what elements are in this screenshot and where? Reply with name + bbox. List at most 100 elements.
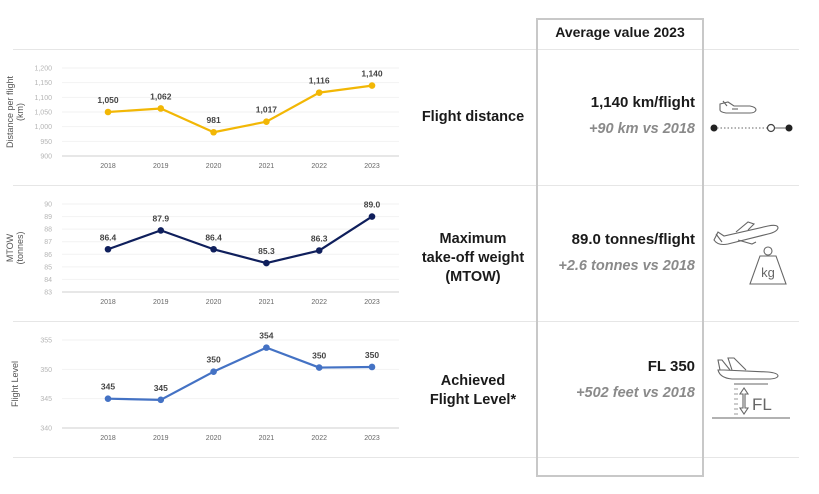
y-tick-label: 350: [40, 367, 52, 374]
chart-mtow: MTOW (tonnes) 83 84 85 86 87 88 89 90 2018 2019 2020…: [0, 186, 410, 316]
data-point: [368, 363, 376, 371]
data-label: 86.4: [100, 232, 117, 242]
y-tick-label: 88: [44, 227, 52, 234]
y-axis-title: Flight Level: [10, 361, 20, 407]
metric-label-line: Flight Level*: [429, 392, 517, 408]
data-point: [315, 364, 323, 371]
series-line: [107, 346, 373, 401]
x-tick-label: 2023: [364, 163, 380, 170]
data-point: [157, 396, 165, 404]
series-line: [107, 215, 373, 265]
metric-label-line: Achieved: [440, 373, 506, 389]
data-label: 354: [259, 331, 273, 341]
delta-mtow: +2.6 tonnes vs 2018: [558, 258, 695, 274]
y-tick-label: 1,050: [34, 110, 52, 117]
y-tick-label: 345: [40, 396, 52, 403]
metric-label-line: take-off weight: [421, 250, 525, 266]
y-tick-label: 90: [44, 202, 52, 209]
x-tick-label: 2021: [259, 299, 275, 306]
y-axis-title: (tonnes): [15, 231, 25, 264]
y-axis-title: (km): [15, 103, 25, 121]
x-tick-label: 2022: [311, 163, 327, 170]
data-point: [368, 82, 376, 89]
series-line: [107, 84, 373, 134]
data-label: 1,140: [361, 69, 383, 79]
average-value-column-header: Average value 2023: [555, 24, 685, 40]
y-tick-label: 86: [44, 252, 52, 259]
data-point: [104, 395, 112, 402]
metric-label-line: Maximum: [439, 231, 507, 247]
chart-flight-distance: Distance per flight (km) 900 950 1,000 1,050 1…: [0, 50, 410, 180]
divider-row-2: [13, 321, 799, 322]
x-tick-label: 2023: [364, 299, 380, 306]
value-flight-level: FL 350: [647, 358, 695, 375]
divider-row-3: [13, 457, 799, 458]
icon-kg-label: kg: [761, 265, 775, 280]
data-point: [263, 118, 270, 125]
x-tick-label: 2023: [364, 435, 380, 442]
data-label: 87.9: [153, 213, 170, 223]
average-value-column-frame: [536, 18, 704, 477]
y-tick-label: 83: [44, 290, 52, 297]
data-label: 86.4: [205, 232, 222, 242]
x-tick-label: 2021: [259, 435, 275, 442]
data-label: 1,062: [150, 91, 172, 101]
data-label: 350: [207, 355, 221, 365]
chart-svg: MTOW (tonnes) 83 84 85 86 87 88 89 90 2018 2019 2020…: [5, 200, 399, 306]
delta-flight-distance: +90 km vs 2018: [588, 121, 695, 137]
value-flight-distance: 1,140 km/flight: [590, 94, 695, 111]
x-tick-label: 2020: [206, 299, 222, 306]
plane-distance-icon: [708, 92, 798, 147]
y-axis-title: Distance per flight: [5, 75, 15, 148]
y-tick-label: 85: [44, 264, 52, 271]
data-point: [315, 247, 323, 254]
x-tick-label: 2021: [259, 163, 275, 170]
metric-label-mtow: Maximum take-off weight (MTOW): [410, 230, 536, 287]
y-tick-label: 950: [40, 139, 52, 146]
x-tick-label: 2019: [153, 163, 169, 170]
data-point: [104, 108, 112, 116]
y-tick-label: 340: [40, 426, 52, 433]
y-tick-label: 87: [44, 239, 52, 246]
x-tick-label: 2019: [153, 299, 169, 306]
data-label: 89.0: [364, 200, 381, 210]
x-tick-label: 2020: [206, 163, 222, 170]
data-label: 981: [207, 115, 221, 125]
y-tick-label: 1,100: [34, 95, 52, 102]
y-tick-label: 1,200: [34, 66, 52, 73]
x-tick-label: 2018: [100, 435, 116, 442]
y-tick-label: 89: [44, 214, 52, 221]
x-tick-label: 2020: [206, 435, 222, 442]
data-point: [157, 227, 165, 234]
divider-row-1: [13, 185, 799, 186]
x-tick-label: 2022: [311, 435, 327, 442]
x-tick-label: 2019: [153, 435, 169, 442]
y-axis-title: MTOW: [5, 233, 15, 262]
data-label: 1,017: [256, 105, 278, 115]
data-label: 345: [101, 382, 115, 392]
chart-svg: Distance per flight (km) 900 950 1,000 1,050 1…: [5, 66, 399, 170]
metric-label-flight-level: Achieved Flight Level*: [410, 372, 536, 410]
data-label: 1,050: [97, 95, 119, 105]
y-tick-label: 84: [44, 277, 52, 284]
data-label: 350: [365, 350, 379, 360]
plane-flight-level-icon: FL: [710, 354, 800, 429]
data-label: 350: [312, 351, 326, 361]
chart-flight-level: Flight Level 340 345 350 355 2018 2019 2020 2021…: [0, 322, 410, 452]
x-tick-label: 2018: [100, 299, 116, 306]
plane-weight-icon: kg: [708, 218, 798, 303]
y-tick-label: 1,000: [34, 124, 52, 131]
chart-svg: Flight Level 340 345 350 355 2018 2019 2020 2021…: [10, 331, 399, 442]
data-point: [263, 344, 270, 351]
data-point: [368, 213, 376, 220]
data-point: [315, 89, 323, 96]
x-tick-label: 2022: [311, 299, 327, 306]
data-point: [157, 105, 165, 112]
data-point: [210, 245, 217, 253]
data-point: [210, 128, 217, 136]
data-point: [210, 368, 217, 375]
data-point: [104, 245, 112, 253]
data-point: [263, 259, 270, 267]
data-label: 1,116: [309, 76, 330, 86]
x-tick-label: 2018: [100, 163, 116, 170]
